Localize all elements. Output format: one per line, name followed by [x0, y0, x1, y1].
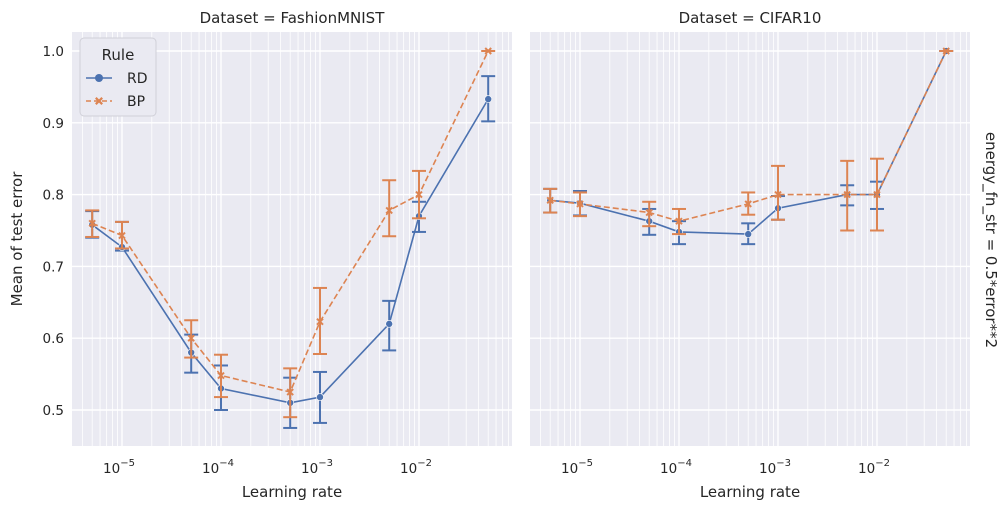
x-tick-label: 10−5 — [103, 458, 135, 477]
data-point — [316, 317, 324, 326]
facet-cifar10: Dataset = CIFAR10 10−5 10−4 10−3 10−2 Learnin… — [530, 9, 970, 501]
x-tick-label: 10−2 — [858, 458, 890, 477]
x-tick-label: 10−2 — [400, 458, 432, 477]
data-point — [88, 219, 96, 228]
x-axis-label: Learning rate — [700, 483, 800, 501]
legend-item-rd: RD — [86, 71, 148, 87]
data-point — [385, 320, 393, 328]
legend-box — [79, 37, 157, 117]
data-point — [942, 47, 950, 55]
x-axis-label: Learning rate — [242, 483, 342, 501]
data-point — [546, 196, 554, 205]
x-tick-label: 10−4 — [660, 458, 692, 477]
legend-label: RD — [127, 71, 148, 87]
data-point — [675, 217, 683, 225]
data-point — [645, 208, 653, 217]
x-tick-label: 10−5 — [561, 458, 593, 477]
legend-marker — [95, 97, 103, 105]
row-facet-label: energy_fn_str = 0.5*error**2 — [981, 132, 1000, 348]
facet-title: Dataset = CIFAR10 — [679, 9, 822, 27]
data-point — [744, 230, 752, 238]
facet-fashionmnist: Dataset = FashionMNIST 10−5 10−4 10−3 10−2 0.… — [8, 9, 512, 501]
series-bp — [543, 47, 954, 236]
data-point — [484, 95, 492, 103]
y-axis-label: Mean of test error — [8, 171, 26, 307]
y-tick-label: 0.8 — [43, 188, 64, 204]
y-tick-label: 0.9 — [43, 116, 64, 132]
y-tick-label: 0.7 — [43, 259, 64, 275]
data-point — [744, 200, 752, 208]
legend: Rule RD BP — [79, 37, 157, 117]
data-point — [217, 371, 225, 380]
x-tick-label: 10−4 — [202, 458, 234, 477]
x-tick-label: 10−3 — [301, 458, 333, 477]
facet-title: Dataset = FashionMNIST — [200, 9, 386, 27]
data-point — [316, 393, 324, 401]
x-tick-label: 10−3 — [759, 458, 791, 477]
data-point — [576, 200, 584, 208]
data-point — [843, 190, 851, 199]
data-point — [873, 190, 881, 199]
data-point — [415, 190, 423, 199]
data-point — [187, 334, 195, 342]
data-point — [118, 231, 126, 240]
y-tick-label: 0.5 — [43, 403, 64, 419]
data-point — [385, 206, 393, 215]
legend-marker — [95, 74, 103, 82]
data-point — [484, 47, 492, 55]
gridlines — [530, 32, 970, 446]
y-tick-label: 1.0 — [43, 44, 64, 60]
data-point — [286, 388, 294, 396]
y-tick-label: 0.6 — [43, 331, 64, 347]
legend-title: Rule — [102, 46, 135, 64]
legend-label: BP — [127, 94, 145, 110]
series-bp — [85, 47, 496, 419]
legend-item-bp: BP — [86, 94, 145, 110]
plot-background — [530, 32, 970, 446]
data-point — [774, 190, 782, 199]
